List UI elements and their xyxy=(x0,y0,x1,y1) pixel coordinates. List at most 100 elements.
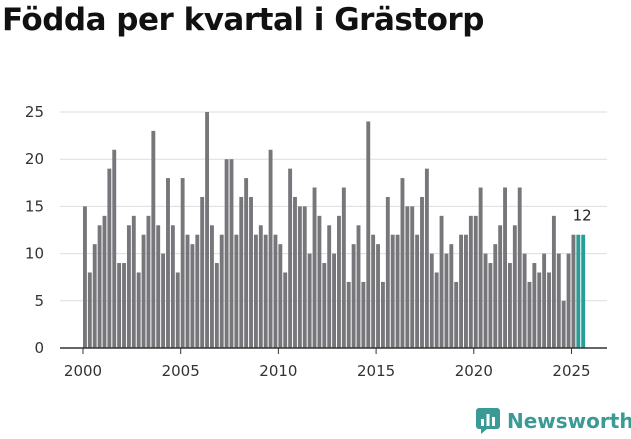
x-tick-label: 2000 xyxy=(64,362,102,380)
y-tick-label: 25 xyxy=(25,103,44,121)
bar xyxy=(478,187,483,348)
bar xyxy=(136,272,141,348)
bar xyxy=(327,225,332,348)
y-tick-label: 10 xyxy=(25,245,44,263)
bar xyxy=(542,253,547,348)
bar xyxy=(322,263,327,348)
bar xyxy=(141,234,146,348)
bars xyxy=(83,112,586,348)
bar xyxy=(517,187,522,348)
bar xyxy=(503,187,507,348)
bar xyxy=(410,206,415,348)
bar xyxy=(527,281,532,348)
bar xyxy=(483,253,488,348)
bar xyxy=(424,168,429,348)
bar xyxy=(297,206,302,348)
bar xyxy=(258,225,263,348)
bar xyxy=(102,215,107,348)
x-axis xyxy=(60,347,607,354)
bar xyxy=(532,263,537,348)
bar xyxy=(229,159,234,348)
bar xyxy=(547,272,551,348)
bar xyxy=(581,234,586,348)
bar xyxy=(170,225,175,348)
bar xyxy=(214,263,219,348)
bar xyxy=(361,281,366,348)
bar xyxy=(376,244,380,348)
bar xyxy=(488,263,493,348)
bar xyxy=(283,272,288,348)
bar xyxy=(512,225,517,348)
bar xyxy=(415,234,420,348)
bar xyxy=(205,112,210,348)
x-tick-label: 2025 xyxy=(552,362,590,380)
bar xyxy=(420,196,424,348)
bar xyxy=(371,234,376,348)
x-tick-label: 2015 xyxy=(357,362,395,380)
bar xyxy=(195,234,200,348)
bar xyxy=(180,178,185,348)
bar xyxy=(83,206,87,348)
bar xyxy=(268,149,273,348)
bar xyxy=(366,121,371,348)
bar xyxy=(278,244,283,348)
bar xyxy=(468,215,473,348)
y-tick-label: 20 xyxy=(25,150,44,168)
bar xyxy=(356,225,361,348)
bar xyxy=(337,215,341,348)
bar xyxy=(156,225,161,348)
bar xyxy=(464,234,468,348)
x-tick-labels: 2000 2005 2010 2015 2020 2025 xyxy=(64,362,591,380)
bar xyxy=(302,206,307,348)
bar xyxy=(87,272,92,348)
bar xyxy=(317,215,322,348)
bar xyxy=(253,234,258,348)
bar xyxy=(92,244,97,348)
y-tick-label: 0 xyxy=(34,339,44,357)
x-tick-label: 2010 xyxy=(259,362,297,380)
bar xyxy=(131,215,136,348)
bar xyxy=(234,234,239,348)
bar xyxy=(434,272,439,348)
bar xyxy=(576,234,581,348)
bar xyxy=(117,263,122,348)
bar xyxy=(405,206,410,348)
bar xyxy=(454,281,459,348)
bar xyxy=(126,225,131,348)
bar xyxy=(508,263,512,348)
bar xyxy=(351,244,356,348)
bar xyxy=(200,196,205,348)
chart-title: Födda per kvartal i Grästorp xyxy=(2,2,484,38)
bar xyxy=(224,159,229,348)
bar xyxy=(97,225,102,348)
bar xyxy=(151,130,156,348)
bar xyxy=(566,253,571,348)
bar xyxy=(444,253,449,348)
bar xyxy=(273,234,278,348)
bar xyxy=(561,300,566,348)
bar xyxy=(122,263,126,348)
bar xyxy=(449,244,454,348)
bar xyxy=(293,196,297,348)
bar xyxy=(210,225,214,348)
bar xyxy=(112,149,117,348)
bar xyxy=(429,253,434,348)
bar xyxy=(439,215,444,348)
bar xyxy=(146,215,151,348)
bar xyxy=(190,244,195,348)
newsworthy-brand[interactable]: Newsworthy xyxy=(476,408,631,434)
bar xyxy=(332,253,337,348)
bar xyxy=(400,178,405,348)
bar xyxy=(219,234,224,348)
bar xyxy=(473,215,478,348)
bar xyxy=(166,178,170,348)
bar xyxy=(107,168,112,348)
y-tick-label: 5 xyxy=(34,292,44,310)
bar xyxy=(185,234,190,348)
y-tick-labels: 0 5 10 15 20 25 xyxy=(25,103,44,357)
bar xyxy=(288,168,293,348)
x-tick-label: 2005 xyxy=(162,362,200,380)
bar xyxy=(175,272,180,348)
bar xyxy=(161,253,166,348)
bar xyxy=(346,281,351,348)
